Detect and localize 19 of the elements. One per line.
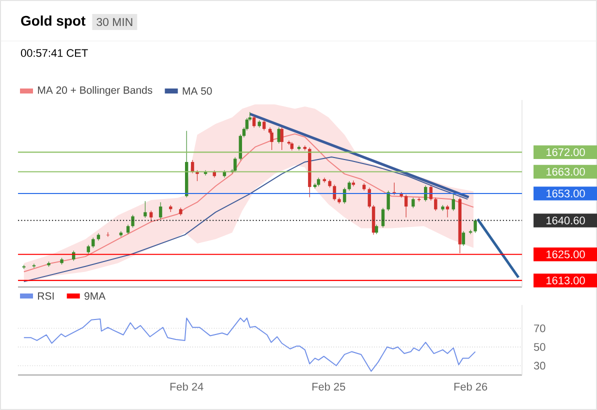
- legend-label: RSI: [38, 292, 54, 300]
- y-tick-label: 1672.00: [546, 148, 585, 156]
- legend-label: MA 50: [182, 87, 212, 95]
- x-tick-label: Feb 24: [170, 382, 204, 391]
- y-tick-label: 1653.00: [546, 190, 585, 198]
- y-tick-label: 30: [534, 362, 546, 370]
- legend-label: 9MA: [84, 292, 106, 300]
- y-tick-label: 1663.00: [546, 168, 585, 176]
- text: 00:57:41 CET: [20, 49, 88, 57]
- y-tick-label: 1613.00: [546, 276, 585, 284]
- legend-label: MA 20 + Bollinger Bands: [38, 86, 152, 96]
- x-tick-label: Feb 26: [454, 382, 488, 391]
- y-tick-label: 50: [534, 343, 546, 351]
- chart-subtitle: 30 MIN: [96, 18, 132, 26]
- y-tick-label: 1640.60: [546, 216, 585, 224]
- y-tick-label: 1625.00: [546, 250, 585, 258]
- y-tick-label: 70: [534, 324, 546, 332]
- chart-title: Gold spot: [21, 15, 86, 28]
- x-tick-label: Feb 25: [312, 382, 346, 391]
